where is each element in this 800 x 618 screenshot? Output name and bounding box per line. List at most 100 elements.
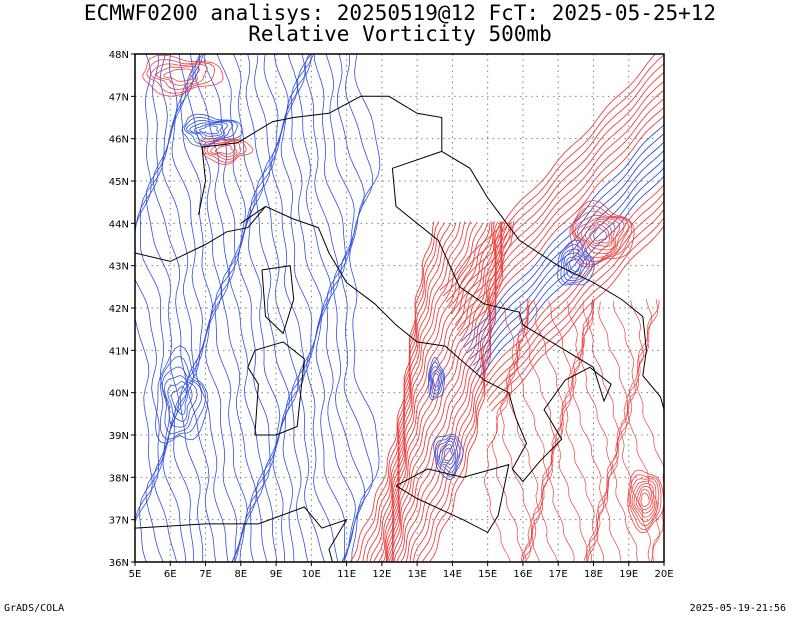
tick-label-lon: 16E — [513, 569, 532, 580]
positive-vorticity-contour — [456, 106, 664, 331]
negative-vorticity-contour — [475, 166, 664, 373]
positive-vorticity-core — [214, 145, 235, 155]
tick-label-lon: 18E — [584, 569, 603, 580]
tick-label-lat: 39N — [109, 431, 129, 442]
positive-vorticity-core — [571, 205, 633, 266]
negative-vorticity-core — [167, 381, 193, 422]
positive-vorticity-contour — [366, 222, 452, 562]
negative-vorticity-contour — [145, 54, 180, 562]
tick-label-lat: 46N — [109, 135, 129, 146]
coastline — [247, 341, 305, 436]
negative-vorticity-core — [199, 125, 220, 135]
tick-label-lat: 38N — [109, 473, 129, 484]
positive-vorticity-contour — [487, 208, 664, 401]
negative-vorticity-contour — [248, 54, 281, 562]
negative-vorticity-core — [161, 366, 203, 435]
positive-vorticity-core — [574, 214, 625, 259]
positive-vorticity-contour — [412, 222, 509, 562]
positive-vorticity-core — [631, 480, 657, 522]
negative-vorticity-core — [430, 366, 443, 395]
negative-vorticity-core — [437, 437, 459, 473]
negative-vorticity-core — [189, 122, 229, 140]
positive-vorticity-contour — [454, 98, 664, 326]
positive-vorticity-contour — [362, 222, 446, 562]
positive-vorticity-contour — [386, 222, 489, 562]
negative-vorticity-contour — [139, 55, 170, 562]
positive-vorticity-contour — [628, 299, 660, 562]
negative-vorticity-core — [431, 369, 441, 391]
negative-vorticity-core — [184, 116, 238, 145]
coastline — [240, 150, 612, 483]
longitude-axis: 5E 6E 7E 8E 9E 10E 11E 12E 13E 14E 15E 16E 17E 18E 19E… — [129, 562, 674, 580]
negative-vorticity-contour — [161, 54, 195, 562]
positive-vorticity-core — [633, 483, 656, 518]
tick-label-lon: 20E — [654, 569, 673, 580]
negative-vorticity-core — [154, 345, 209, 444]
positive-vorticity-contour — [572, 298, 605, 562]
tick-label-lat: 43N — [109, 262, 129, 273]
positive-vorticity-contour — [596, 301, 628, 562]
negative-vorticity-core — [566, 255, 584, 276]
coastlines-and-borders — [135, 95, 664, 562]
negative-vorticity-core — [164, 375, 198, 428]
positive-vorticity-contour — [439, 54, 657, 291]
positive-vorticity-contour — [458, 115, 664, 337]
footer-timestamp: 2025-05-19-21:56 — [689, 603, 786, 614]
tick-label-lat: 40N — [109, 389, 129, 400]
tick-label-lon: 12E — [372, 569, 391, 580]
positive-vorticity-contour — [396, 221, 502, 562]
positive-vorticity-contour — [539, 300, 572, 562]
positive-vorticity-contour — [603, 300, 636, 562]
coastline — [441, 150, 664, 410]
positive-vorticity-contour — [491, 225, 664, 412]
tick-label-lat: 37N — [109, 516, 129, 527]
positive-vorticity-contour — [392, 222, 501, 562]
positive-vorticity-contour — [611, 299, 645, 561]
positive-vorticity-core — [200, 137, 254, 165]
coastline — [198, 95, 443, 216]
positive-vorticity-core — [142, 54, 224, 97]
negative-vorticity-core — [171, 386, 188, 416]
negative-vorticity-contour — [214, 54, 248, 562]
lat-lon-grid — [135, 54, 664, 562]
positive-vorticity-contour — [548, 301, 580, 562]
footer-software-label: GrADS/COLA — [4, 603, 65, 614]
positive-vorticity-core — [203, 139, 247, 163]
negative-vorticity-core — [428, 357, 445, 401]
tick-label-lon: 5E — [129, 569, 142, 580]
negative-vorticity-contour — [332, 54, 366, 562]
positive-vorticity-contour — [448, 71, 664, 309]
tick-label-lon: 14E — [443, 569, 462, 580]
negative-vorticity-contour — [270, 54, 306, 562]
positive-vorticity-core — [593, 227, 607, 242]
negative-vorticity-contour — [472, 158, 664, 366]
tick-label-lat: 47N — [109, 92, 129, 103]
negative-vorticity-core — [429, 361, 444, 398]
positive-vorticity-core — [569, 199, 635, 268]
negative-vorticity-contour — [255, 54, 291, 562]
tick-label-lat: 36N — [109, 558, 129, 569]
positive-vorticity-contour — [387, 221, 491, 562]
negative-vorticity-core — [562, 248, 590, 282]
positive-vorticity-contour — [532, 299, 564, 562]
negative-vorticity-contour — [179, 54, 213, 562]
tick-label-lat: 41N — [109, 346, 129, 357]
tick-label-lon: 15E — [478, 569, 497, 580]
positive-vorticity-contour — [564, 299, 596, 562]
negative-vorticity-contour — [291, 54, 323, 562]
positive-vorticity-core — [584, 220, 613, 248]
negative-vorticity-core — [568, 258, 581, 273]
negative-vorticity-core — [557, 239, 595, 286]
tick-label-lon: 8E — [234, 569, 247, 580]
negative-vorticity-contour — [478, 175, 664, 379]
positive-vorticity-contour — [508, 299, 540, 561]
positive-vorticity-core — [627, 469, 664, 534]
positive-vorticity-core — [206, 141, 241, 161]
tick-label-lat: 45N — [109, 177, 129, 188]
figure-subtitle: Relative Vorticity 500mb — [248, 22, 552, 46]
negative-vorticity-contour — [171, 54, 203, 562]
coastline — [135, 506, 348, 562]
positive-vorticity-contour — [579, 299, 613, 562]
negative-vorticity-core — [159, 355, 206, 440]
